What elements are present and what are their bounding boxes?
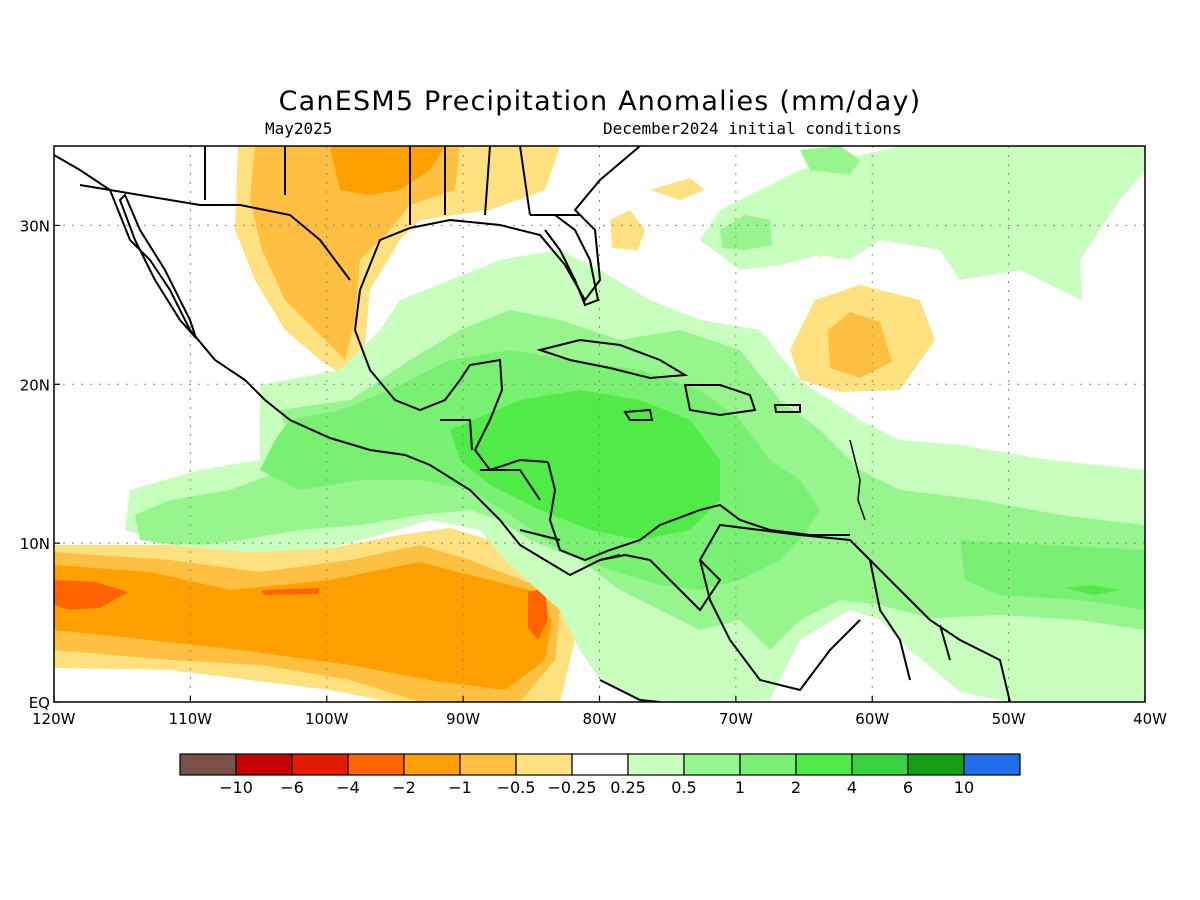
wet-region-atlantic-northeast (700, 146, 1145, 300)
lon-tick-label: 110W (169, 710, 213, 728)
colorbar-label: −10 (219, 778, 253, 797)
dry-region-east-pacific-max-west (54, 580, 128, 610)
coastline-hispaniola (683, 384, 757, 417)
lat-tick-label: 30N (20, 217, 50, 235)
colorbar-swatch (907, 753, 965, 776)
lat-tick-label: 20N (20, 376, 50, 394)
wet-region-pacific-patch (145, 515, 200, 545)
dry-region-east-pacific-band (262, 588, 320, 595)
wet-region-atlantic-patch-2 (800, 146, 860, 175)
lon-tick-label: 80W (583, 710, 617, 728)
colorbar-swatch (235, 753, 293, 776)
colorbar-swatch (515, 753, 573, 776)
valid-month: May2025 (265, 119, 333, 138)
colorbar-swatch (963, 753, 1021, 776)
coastlines (54, 146, 1011, 702)
coastline-central-america-caribbean (547, 461, 850, 562)
latitude-axis: EQ 10N 20N 30N (20, 217, 60, 712)
colorbar-label: −4 (336, 778, 360, 797)
lesser-antilles (849, 439, 866, 521)
colorbar-label: 6 (903, 778, 913, 797)
map-title: CanESM5 Precipitation Anomalies (mm/day) (278, 86, 922, 117)
wet-region-atlantic-east-core (1065, 585, 1120, 595)
colorbar-swatch (571, 753, 629, 776)
colorbar-label: 2 (791, 778, 801, 797)
gridlines (54, 146, 1145, 702)
initial-conditions-label: December2024 initial conditions (603, 119, 902, 138)
anomaly-field (54, 146, 1145, 702)
lon-tick-label: 50W (992, 710, 1026, 728)
colorbar-swatch (851, 753, 909, 776)
colorbar-label: −1 (448, 778, 472, 797)
border-central-america (440, 419, 621, 561)
coastline-puerto-rico (773, 404, 801, 413)
coastline-cuba (536, 338, 689, 380)
lon-tick-label: 70W (719, 710, 753, 728)
border-us-mexico (79, 184, 351, 281)
colorbar-label: 4 (847, 778, 857, 797)
colorbar-label: −2 (392, 778, 416, 797)
dry-region-gulf-small-1 (610, 210, 645, 250)
colorbar-swatch (347, 753, 405, 776)
lon-tick-label: 40W (1133, 710, 1167, 728)
coastline-jamaica (623, 408, 654, 421)
dry-region-east-pacific-max-east (528, 588, 548, 640)
coastline-gulf-of-mexico (359, 146, 641, 302)
wet-region-atlantic-patch (720, 215, 772, 250)
longitude-axis: 120W 110W 100W 90W 80W 70W 60W 50W 40W (32, 696, 1167, 728)
colorbar-swatch (627, 753, 685, 776)
dry-region-mexico-us-core (250, 146, 460, 360)
wet-region-central-america-core (450, 390, 720, 540)
coastline-baja (118, 193, 197, 339)
colorbar-label: 0.5 (671, 778, 696, 797)
colorbar-label: 10 (954, 778, 974, 797)
lat-tick-label: 10N (20, 535, 50, 553)
colorbar-swatch (739, 753, 797, 776)
colorbar-swatch (403, 753, 461, 776)
colorbar: −10 −6 −4 −2 −1 −0.5 −0.25 0.25 0.5 1 2 4 6 10 (179, 753, 1021, 797)
colorbar-label: −0.25 (547, 778, 596, 797)
colorbar-swatch (459, 753, 517, 776)
colorbar-swatch (179, 753, 237, 776)
border-south-america (699, 559, 951, 692)
dry-region-gulf-small-2 (650, 178, 705, 200)
colorbar-swatch (795, 753, 853, 776)
coastline-yucatan (353, 289, 549, 472)
colorbar-swatch (291, 753, 349, 776)
colorbar-label: 1 (735, 778, 745, 797)
colorbar-label: 0.25 (610, 778, 646, 797)
coastline-florida (544, 214, 600, 307)
colorbar-label: −0.5 (497, 778, 536, 797)
lon-tick-label: 120W (32, 710, 76, 728)
lon-tick-label: 60W (855, 710, 889, 728)
dry-region-atlantic-north-core (828, 312, 892, 378)
colorbar-swatch (683, 753, 741, 776)
lon-tick-label: 100W (305, 710, 349, 728)
dry-region-east-pacific-core (54, 562, 552, 690)
colorbar-label: −6 (280, 778, 304, 797)
lon-tick-label: 90W (446, 710, 480, 728)
lat-tick-label: EQ (29, 694, 50, 712)
dry-region-us-south (330, 146, 445, 195)
coastline-south-america-north (624, 523, 1011, 702)
border-us-states (204, 146, 580, 225)
